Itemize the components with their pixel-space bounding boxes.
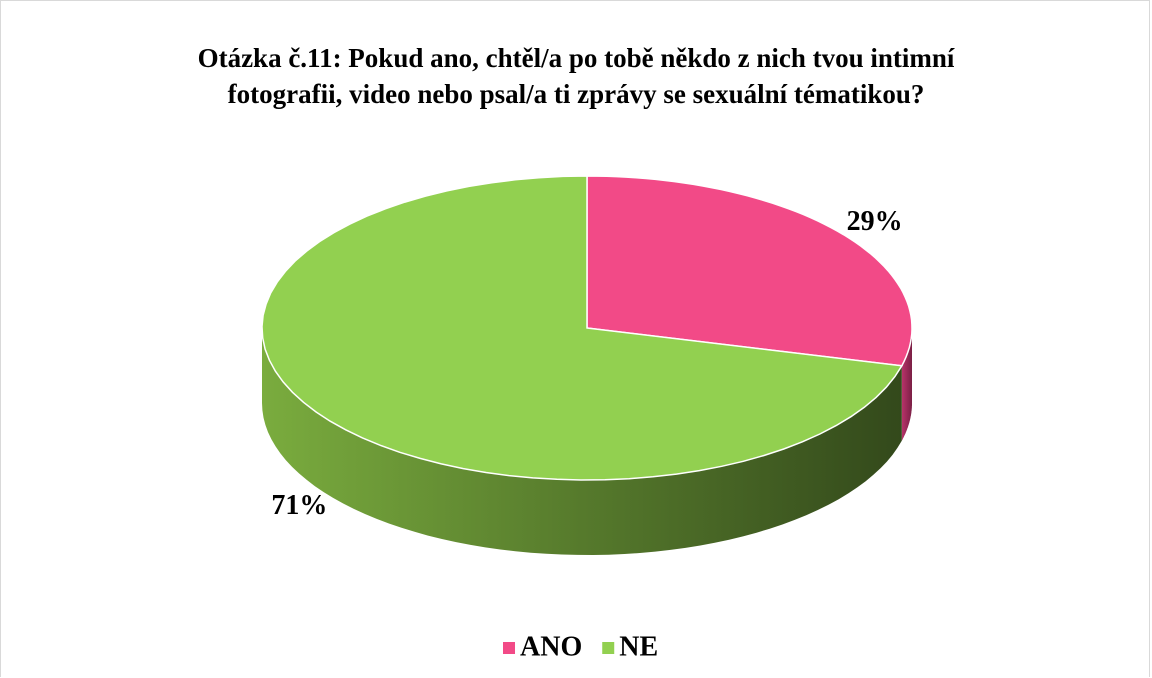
pie-slice <box>586 175 913 367</box>
legend-label: ANO <box>520 631 582 662</box>
legend-label: NE <box>619 631 658 662</box>
pie-slice <box>261 175 904 481</box>
chart-title: Otázka č.11: Pokud ano, chtěl/a po tobě … <box>197 43 955 109</box>
legend-swatch <box>503 642 515 654</box>
data-label: 71% <box>271 490 327 521</box>
pie-side <box>901 328 912 441</box>
pie-side <box>262 328 902 555</box>
legend-swatch <box>602 642 615 654</box>
data-label: 29% <box>847 206 903 237</box>
